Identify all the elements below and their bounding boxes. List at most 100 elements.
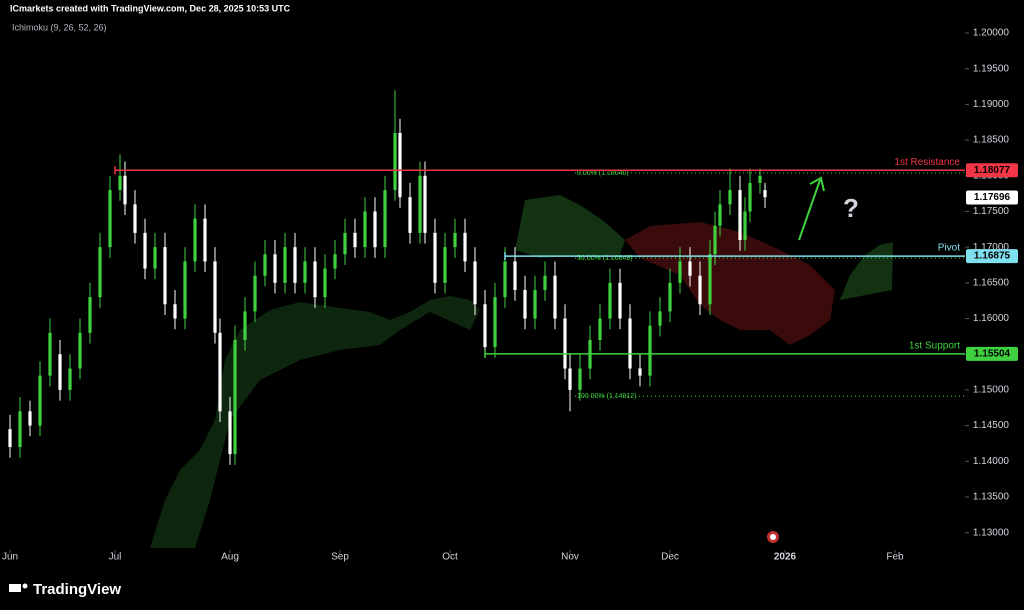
candle-body	[543, 275, 547, 290]
candle-body	[698, 275, 702, 305]
candle-body	[398, 132, 402, 198]
candle-body	[163, 247, 167, 305]
candle-body	[718, 204, 722, 226]
candle-body	[493, 297, 497, 348]
event-icon	[767, 531, 779, 543]
candle-body	[143, 232, 147, 269]
y-tick-label: 1.13500	[973, 492, 1010, 503]
candle-body	[433, 232, 437, 283]
candle-body	[713, 225, 717, 255]
candle-body	[343, 232, 347, 255]
candle-body	[748, 182, 752, 212]
logo	[9, 583, 28, 592]
candle-body	[678, 261, 682, 283]
candle-body	[563, 318, 567, 369]
candle-body	[658, 311, 662, 326]
candle-body	[483, 304, 487, 348]
level-value: 1.15504	[974, 349, 1011, 360]
candle-body	[453, 232, 457, 248]
candle-body	[8, 429, 12, 448]
price-axis	[965, 0, 1024, 570]
candle-body	[648, 325, 652, 376]
candle-body	[28, 411, 32, 426]
candle-body	[523, 289, 527, 319]
candle-body	[393, 132, 397, 191]
y-tick-label: 1.16000	[973, 313, 1010, 324]
ichimoku-cloud	[150, 195, 893, 548]
candle-body	[728, 190, 732, 205]
candle-body	[68, 368, 72, 390]
candle-body	[48, 332, 52, 376]
level-badge	[966, 249, 1018, 264]
candle-body	[183, 261, 187, 319]
y-tick-label: 1.19500	[973, 63, 1010, 74]
candle-body	[353, 232, 357, 248]
candle-body	[473, 261, 477, 305]
candle-body	[743, 211, 747, 241]
candle-body	[738, 190, 742, 241]
candle-body	[228, 411, 232, 455]
level-name: 1st Support	[909, 341, 960, 352]
candle-body	[463, 232, 467, 262]
footer	[0, 570, 1024, 610]
fib-label: 100.00% (1.14912)	[577, 393, 637, 400]
candle-body	[303, 261, 307, 283]
annotation: ?	[843, 193, 859, 223]
fib-label: 50.00% (1.16849)	[577, 255, 633, 262]
y-tick-label: 1.16500	[973, 277, 1010, 288]
candle-body	[293, 247, 297, 283]
x-tick-label: Nov	[561, 552, 579, 563]
candle-body	[213, 261, 217, 333]
candle-body	[313, 261, 317, 298]
candle-body	[133, 204, 137, 233]
candle-body	[628, 318, 632, 369]
y-tick-label: 1.14500	[973, 420, 1010, 431]
last-price-badge	[966, 190, 1018, 205]
candle-body	[688, 261, 692, 276]
level-badge	[966, 163, 1018, 178]
arrow	[798, 176, 825, 241]
candle-body	[218, 332, 222, 412]
candle-body	[233, 339, 237, 455]
candle-body	[263, 254, 267, 276]
candle-body	[418, 175, 422, 233]
fib-label: 0.00% (1.18040)	[577, 170, 629, 177]
y-tick-label: 1.17000	[973, 242, 1010, 253]
candle-body	[443, 247, 447, 283]
x-tick-label: Jul	[109, 552, 122, 563]
y-tick-label: 1.14000	[973, 456, 1010, 467]
x-tick-label: Dec	[661, 552, 679, 563]
candle-body	[18, 411, 22, 448]
candle-body	[758, 175, 762, 183]
level-value: 1.18077	[974, 165, 1011, 176]
x-tick-label: Feb	[886, 552, 904, 563]
x-tick-label: Sep	[331, 552, 349, 563]
y-tick-label: 1.17500	[973, 206, 1010, 217]
x-tick-label: 2026	[774, 552, 797, 563]
indicator-label: Ichimoku (9, 26, 52, 26)	[12, 22, 107, 32]
candle-body	[423, 175, 427, 233]
candle-body	[273, 254, 277, 283]
candle-body	[193, 218, 197, 262]
candle-body	[373, 211, 377, 248]
candle-body	[763, 190, 767, 198]
logo-text: TradingView	[33, 581, 121, 598]
candle-body	[203, 218, 207, 262]
x-tick-label: Jun	[2, 552, 18, 563]
candle-body	[333, 254, 337, 269]
candle-body	[568, 368, 572, 390]
level-name: 1st Resistance	[894, 157, 960, 168]
candle-body	[598, 318, 602, 340]
candle-body	[553, 275, 557, 319]
candle-body	[363, 211, 367, 248]
level-value: 1.16875	[974, 251, 1011, 262]
candle-body	[408, 197, 412, 233]
candle-body	[253, 275, 257, 312]
candle-body	[38, 375, 42, 426]
candle-body	[608, 282, 612, 319]
y-tick-label: 1.13000	[973, 527, 1010, 538]
candle-body	[173, 304, 177, 319]
candle-body	[513, 261, 517, 290]
